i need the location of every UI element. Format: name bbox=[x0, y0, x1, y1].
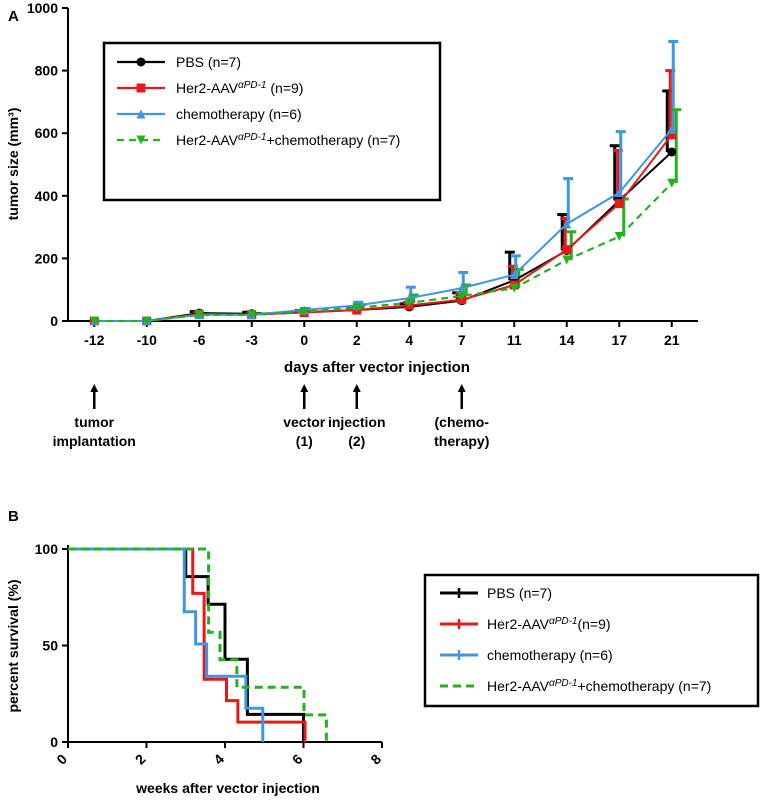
y-tick-label-b: 0 bbox=[50, 734, 58, 750]
legend-marker bbox=[136, 83, 146, 93]
legend-entry-combo: Her2-AAVαPD-1+chemotherapy (n=7) bbox=[440, 678, 711, 695]
y-tick-label-a: 1000 bbox=[27, 0, 58, 16]
survival-curve-chemo bbox=[68, 547, 265, 742]
legend-label: PBS (n=7) bbox=[487, 585, 552, 601]
data-point-chemo bbox=[509, 270, 519, 280]
x-tick-label-a: 7 bbox=[458, 332, 466, 348]
x-tick-label-b: 4 bbox=[210, 751, 227, 768]
x-tick-label-a: 2 bbox=[353, 332, 361, 348]
annotation: tumor implantation bbox=[53, 384, 136, 449]
x-tick-label-b: 0 bbox=[53, 751, 70, 768]
data-point-her2 bbox=[614, 199, 624, 209]
x-tick-label-a: 4 bbox=[405, 332, 413, 348]
data-point-combo bbox=[667, 178, 677, 188]
x-tick-label-a: -12 bbox=[84, 332, 104, 348]
annotation-text: (2) bbox=[348, 433, 365, 449]
annotation: injection (2) bbox=[328, 384, 386, 449]
annotation-text: injection bbox=[328, 414, 386, 430]
data-point-combo bbox=[247, 310, 257, 320]
annotation-text: (chemo- bbox=[435, 414, 490, 430]
data-point-combo bbox=[194, 310, 204, 320]
x-tick-label-b: 8 bbox=[367, 751, 384, 768]
x-tick-label-a: 17 bbox=[611, 332, 627, 348]
data-point-combo bbox=[299, 307, 309, 317]
annotation-text: vector bbox=[283, 414, 326, 430]
data-point-pbs bbox=[667, 147, 677, 157]
y-tick-label-a: 200 bbox=[35, 250, 59, 266]
legend-label: chemotherapy (n=6) bbox=[487, 647, 613, 663]
data-point-combo bbox=[509, 283, 519, 293]
y-tick-label-b: 50 bbox=[42, 638, 58, 654]
legend-label: Her2-AAVαPD-1+chemotherapy (n=7) bbox=[176, 132, 400, 149]
legend-marker bbox=[136, 57, 146, 67]
legend-label: Her2-AAVαPD-1+chemotherapy (n=7) bbox=[487, 678, 711, 695]
data-point-combo bbox=[89, 316, 99, 326]
series-line-combo bbox=[94, 182, 673, 323]
data-point-combo bbox=[142, 316, 152, 326]
data-point-her2 bbox=[667, 130, 677, 140]
survival-curve-combo bbox=[68, 547, 328, 742]
legend-entry-pbs: PBS (n=7) bbox=[117, 54, 241, 70]
legend-label: chemotherapy (n=6) bbox=[176, 106, 302, 122]
data-point-chemo bbox=[457, 283, 467, 293]
data-point-chemo bbox=[667, 124, 677, 134]
legend-entry-her2: Her2-AAVαPD-1 (n=9) bbox=[117, 80, 303, 97]
y-tick-label-a: 400 bbox=[35, 188, 59, 204]
legend-label: Her2-AAVαPD-1(n=9) bbox=[487, 616, 611, 633]
y-axis-label-b: percent survival (%) bbox=[5, 579, 21, 712]
annotation: vector (1) bbox=[283, 384, 326, 449]
legend-marker bbox=[136, 109, 146, 119]
y-tick-label-b: 100 bbox=[35, 541, 59, 557]
data-point-combo bbox=[457, 291, 467, 301]
legend-entry-chemo: chemotherapy (n=6) bbox=[440, 647, 613, 663]
annotation-text: therapy) bbox=[434, 433, 489, 449]
legend-entry-combo: Her2-AAVαPD-1+chemotherapy (n=7) bbox=[117, 132, 400, 149]
x-axis-label-a: days after vector injection bbox=[284, 359, 470, 376]
x-axis-label-b: weeks after vector injection bbox=[135, 780, 320, 796]
legend-entry-pbs: PBS (n=7) bbox=[440, 585, 552, 601]
y-tick-label-a: 0 bbox=[50, 313, 58, 329]
annotation: (chemo-therapy) bbox=[434, 384, 490, 449]
annotation-text: implantation bbox=[53, 433, 136, 449]
x-tick-label-a: -6 bbox=[193, 332, 206, 348]
survival-chart: 0 50 100 0 2 4 6 8 percent survival (%) weeks … bbox=[5, 541, 760, 796]
x-tick-label-a: -10 bbox=[137, 332, 157, 348]
annotation-text: tumor bbox=[74, 414, 114, 430]
survival-curve-her2 bbox=[68, 547, 307, 742]
annotation-text: (1) bbox=[296, 433, 313, 449]
legend-entry-her2: Her2-AAVαPD-1(n=9) bbox=[440, 616, 611, 633]
tumor-growth-chart: 0 200 400 600 800 1000 -12 -10 -6 -3 0 2 4 7 11 14 17 21… bbox=[5, 0, 698, 449]
x-tick-label-a: 11 bbox=[507, 332, 522, 348]
legend-a-box bbox=[102, 41, 442, 202]
legend-marker bbox=[136, 135, 146, 145]
legend-label: PBS (n=7) bbox=[176, 54, 241, 70]
x-tick-label-b: 6 bbox=[289, 751, 306, 768]
legend-label: Her2-AAVαPD-1 (n=9) bbox=[176, 80, 303, 97]
x-tick-label-a: 0 bbox=[300, 332, 308, 348]
data-point-combo bbox=[614, 231, 624, 241]
data-point-chemo bbox=[614, 188, 624, 198]
data-point-combo bbox=[404, 298, 414, 308]
x-tick-label-a: 21 bbox=[664, 332, 680, 348]
y-axis-label-a: tumor size (mm³) bbox=[5, 108, 21, 221]
legend-entry-chemo: chemotherapy (n=6) bbox=[117, 106, 302, 122]
legend-b: PBS (n=7) Her2-AAVαPD-1(n=9) chemotherapy … bbox=[423, 573, 760, 708]
data-point-combo bbox=[352, 303, 362, 313]
x-tick-label-a: -3 bbox=[246, 332, 259, 348]
data-point-combo bbox=[562, 255, 572, 265]
panel-b-label: B bbox=[8, 508, 19, 525]
panel-a-label: A bbox=[8, 8, 19, 25]
data-point-chemo bbox=[562, 219, 572, 229]
x-tick-label-b: 2 bbox=[132, 751, 149, 768]
y-tick-label-a: 600 bbox=[35, 125, 59, 141]
x-tick-label-a: 14 bbox=[559, 332, 575, 348]
legend-a: PBS (n=7) Her2-AAVαPD-1 (n=9) chemotherapy… bbox=[102, 41, 442, 202]
legend-b-box bbox=[423, 573, 760, 708]
data-point-her2 bbox=[562, 245, 572, 255]
y-tick-label-a: 800 bbox=[35, 63, 59, 79]
